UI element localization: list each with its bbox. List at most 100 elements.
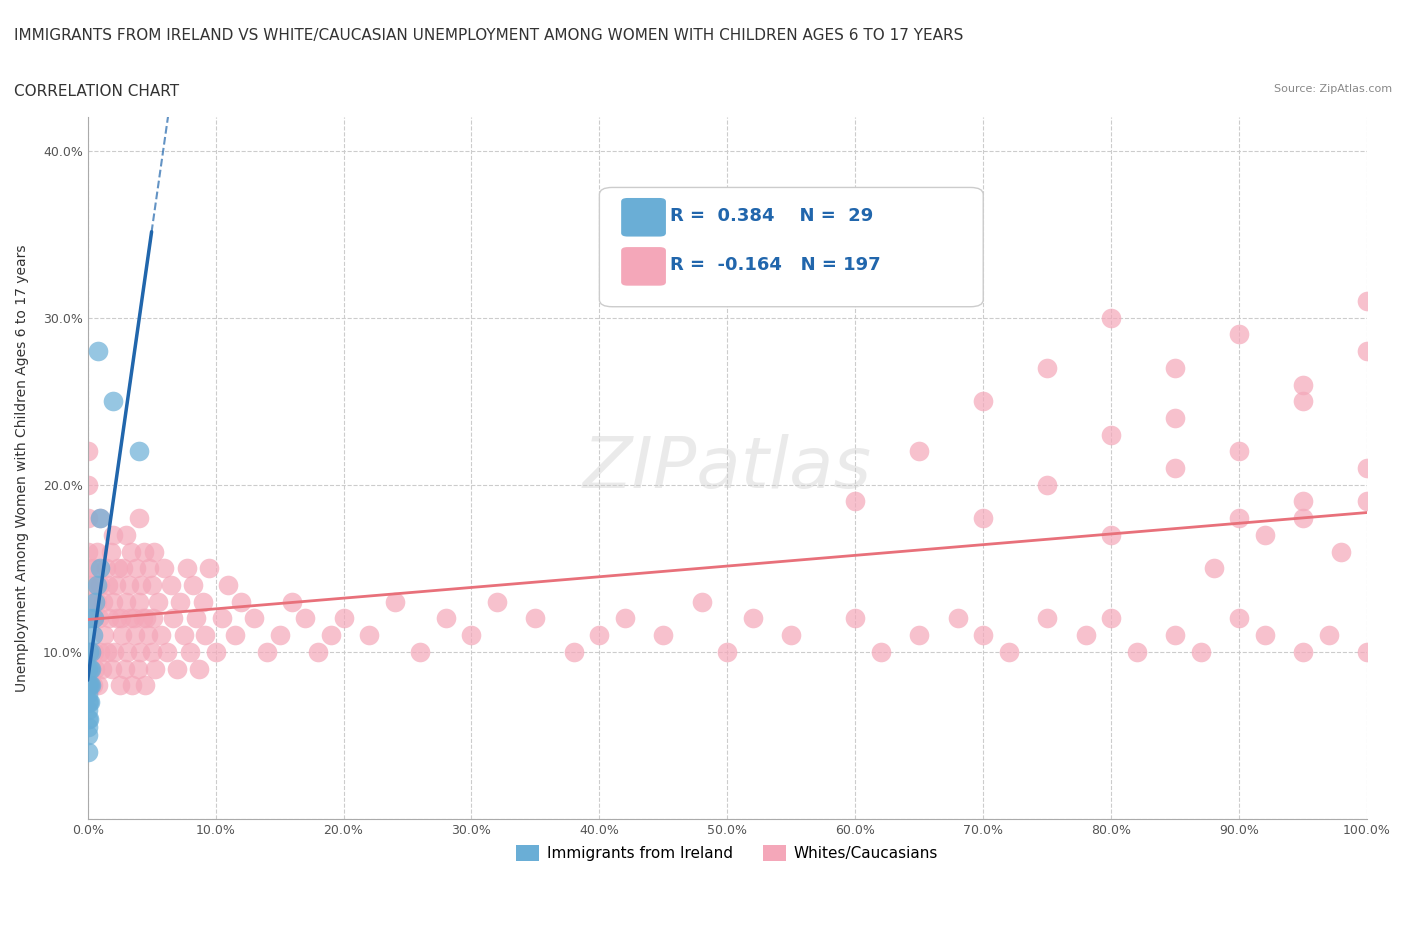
- Point: [1292, 644, 1315, 659]
- Point: [1164, 361, 1187, 376]
- Point: [1099, 427, 1122, 442]
- Point: [186, 611, 208, 626]
- Point: [1126, 644, 1149, 659]
- Point: [1036, 611, 1059, 626]
- Point: [128, 594, 150, 609]
- Point: [128, 444, 150, 458]
- Point: [169, 594, 191, 609]
- Point: [76, 711, 98, 726]
- Point: [89, 611, 111, 626]
- Point: [97, 578, 120, 592]
- Point: [128, 511, 150, 525]
- Point: [844, 611, 866, 626]
- Point: [110, 611, 132, 626]
- Point: [243, 611, 266, 626]
- Point: [652, 628, 675, 643]
- Point: [121, 678, 143, 693]
- Point: [80, 678, 103, 693]
- Point: [83, 561, 105, 576]
- Point: [1292, 393, 1315, 408]
- Point: [176, 561, 198, 576]
- Point: [359, 628, 381, 643]
- Point: [1355, 644, 1378, 659]
- Point: [1317, 628, 1340, 643]
- Point: [89, 644, 111, 659]
- Point: [384, 594, 406, 609]
- Point: [138, 561, 160, 576]
- Point: [76, 745, 98, 760]
- Point: [77, 711, 100, 726]
- Point: [1227, 327, 1250, 342]
- Point: [76, 444, 98, 458]
- Point: [77, 678, 100, 693]
- Text: R =  -0.164   N = 197: R = -0.164 N = 197: [669, 256, 880, 273]
- Point: [103, 594, 125, 609]
- Point: [409, 644, 432, 659]
- Point: [80, 661, 103, 676]
- Point: [79, 678, 101, 693]
- Point: [89, 578, 111, 592]
- Point: [122, 611, 145, 626]
- Point: [156, 644, 179, 659]
- Point: [77, 561, 100, 576]
- FancyBboxPatch shape: [621, 247, 666, 286]
- Point: [1202, 561, 1225, 576]
- Point: [118, 611, 141, 626]
- Point: [135, 611, 157, 626]
- Point: [1254, 527, 1277, 542]
- Point: [82, 611, 104, 626]
- Point: [76, 511, 98, 525]
- FancyBboxPatch shape: [599, 188, 983, 307]
- Point: [115, 527, 138, 542]
- Point: [80, 578, 103, 592]
- Point: [100, 544, 122, 559]
- Y-axis label: Unemployment Among Women with Children Ages 6 to 17 years: Unemployment Among Women with Children A…: [15, 245, 30, 692]
- Point: [83, 611, 105, 626]
- Point: [716, 644, 738, 659]
- Text: CORRELATION CHART: CORRELATION CHART: [14, 84, 179, 99]
- Point: [166, 661, 188, 676]
- Point: [1355, 460, 1378, 475]
- Point: [76, 703, 98, 718]
- Point: [191, 594, 214, 609]
- Point: [125, 561, 148, 576]
- Point: [145, 661, 167, 676]
- Point: [588, 628, 610, 643]
- Point: [76, 720, 98, 735]
- Point: [281, 594, 304, 609]
- Point: [76, 695, 98, 710]
- Point: [1355, 494, 1378, 509]
- Point: [198, 561, 221, 576]
- Point: [153, 561, 176, 576]
- Point: [269, 628, 291, 643]
- Point: [460, 628, 482, 643]
- FancyBboxPatch shape: [621, 198, 666, 236]
- Point: [844, 494, 866, 509]
- Point: [103, 393, 125, 408]
- Point: [231, 594, 253, 609]
- Point: [82, 628, 104, 643]
- Point: [103, 644, 125, 659]
- Point: [1355, 294, 1378, 309]
- Point: [1036, 361, 1059, 376]
- Point: [101, 661, 124, 676]
- Point: [134, 678, 156, 693]
- Point: [96, 644, 118, 659]
- Point: [972, 628, 994, 643]
- Point: [294, 611, 316, 626]
- Point: [972, 511, 994, 525]
- Point: [146, 594, 169, 609]
- Point: [307, 644, 329, 659]
- Point: [87, 678, 110, 693]
- Point: [76, 477, 98, 492]
- Point: [77, 644, 100, 659]
- Point: [217, 578, 239, 592]
- Point: [79, 678, 101, 693]
- Point: [1099, 527, 1122, 542]
- Point: [108, 678, 131, 693]
- Point: [256, 644, 278, 659]
- Point: [690, 594, 713, 609]
- Point: [111, 628, 134, 643]
- Point: [159, 578, 181, 592]
- Point: [162, 611, 184, 626]
